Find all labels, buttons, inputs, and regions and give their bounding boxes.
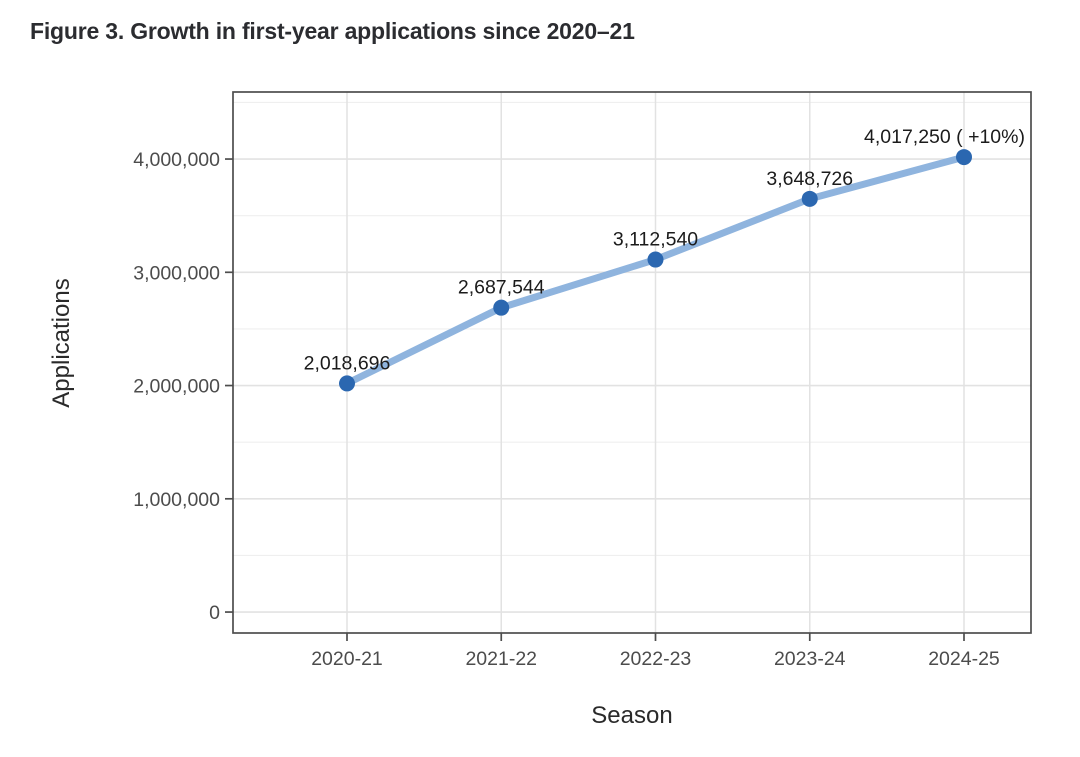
x-tick-label: 2021-22	[465, 648, 537, 670]
y-tick-label: 4,000,000	[133, 149, 220, 171]
y-tick-label: 1,000,000	[133, 489, 220, 511]
plot-panel	[233, 92, 1031, 633]
data-point	[493, 299, 510, 316]
data-point	[801, 190, 818, 207]
x-tick-label: 2020-21	[311, 648, 383, 670]
data-point	[956, 149, 972, 166]
data-point-label: 3,648,726	[766, 168, 853, 190]
y-tick-label: 0	[209, 602, 220, 624]
data-point	[647, 251, 664, 268]
figure-title: Figure 3. Growth in first-year applicati…	[30, 18, 635, 44]
data-point-label: 2,018,696	[304, 352, 391, 374]
y-axis-title: Applications	[48, 278, 75, 408]
data-point-label: 2,687,544	[458, 277, 545, 299]
data-point-label: 3,112,540	[613, 229, 698, 251]
data-point-label: 4,017,250 ( +10%)	[864, 126, 1025, 148]
y-tick-label: 2,000,000	[133, 376, 220, 398]
x-axis-title: Season	[591, 702, 673, 729]
x-tick-label: 2023-24	[774, 648, 846, 670]
data-point	[339, 375, 355, 392]
x-tick-label: 2024-25	[928, 648, 1000, 670]
panel-border	[232, 91, 1032, 634]
x-tick-label: 2022-23	[620, 648, 692, 670]
y-tick-label: 3,000,000	[133, 262, 220, 284]
